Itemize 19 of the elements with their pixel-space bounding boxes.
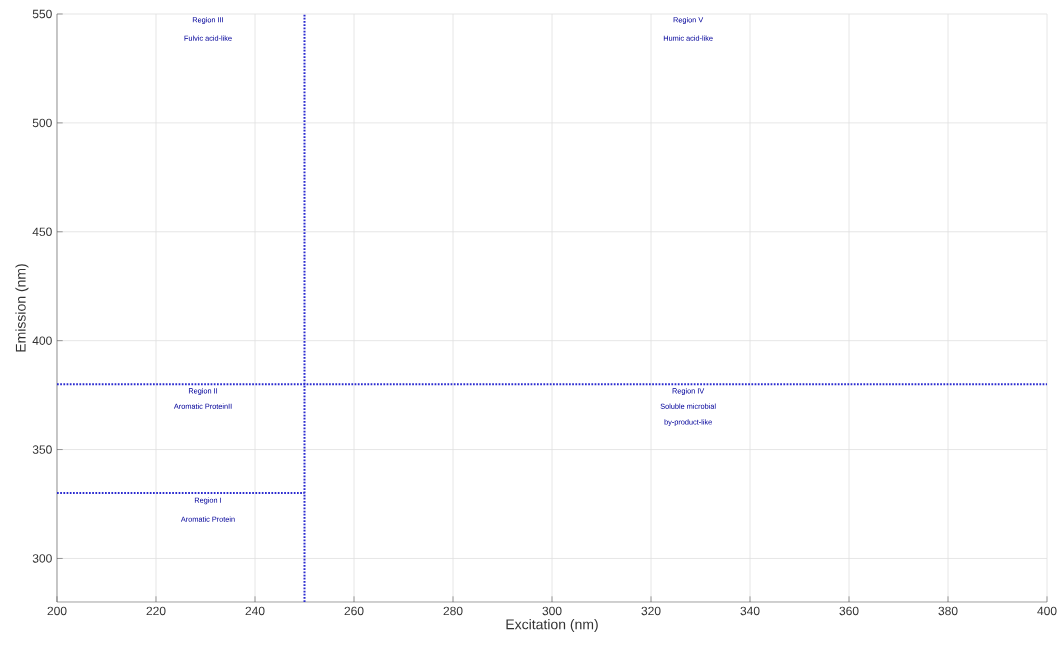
y-tick-label: 450 (32, 227, 52, 237)
x-tick-label: 200 (47, 606, 67, 616)
y-tick-label: 350 (32, 445, 52, 454)
x-tick-label: 260 (344, 606, 364, 616)
x-tick-label: 340 (740, 606, 760, 616)
x-tick-label: 320 (641, 606, 661, 616)
x-tick-label: 240 (245, 606, 265, 616)
y-tick-label: 300 (32, 554, 52, 563)
y-axis-title: Emission (nm) (15, 264, 29, 352)
y-tick-label: 400 (32, 336, 52, 345)
x-tick-label: 380 (938, 606, 958, 616)
y-tick-label: 550 (32, 9, 52, 19)
y-tick-label: 500 (32, 118, 52, 128)
x-tick-label: 360 (839, 606, 859, 616)
x-axis-title: Excitation (nm) (506, 619, 598, 633)
x-tick-label: 280 (443, 606, 463, 616)
x-tick-label: 300 (542, 606, 562, 616)
x-tick-label: 220 (146, 606, 166, 616)
x-tick-label: 400 (1037, 606, 1057, 616)
